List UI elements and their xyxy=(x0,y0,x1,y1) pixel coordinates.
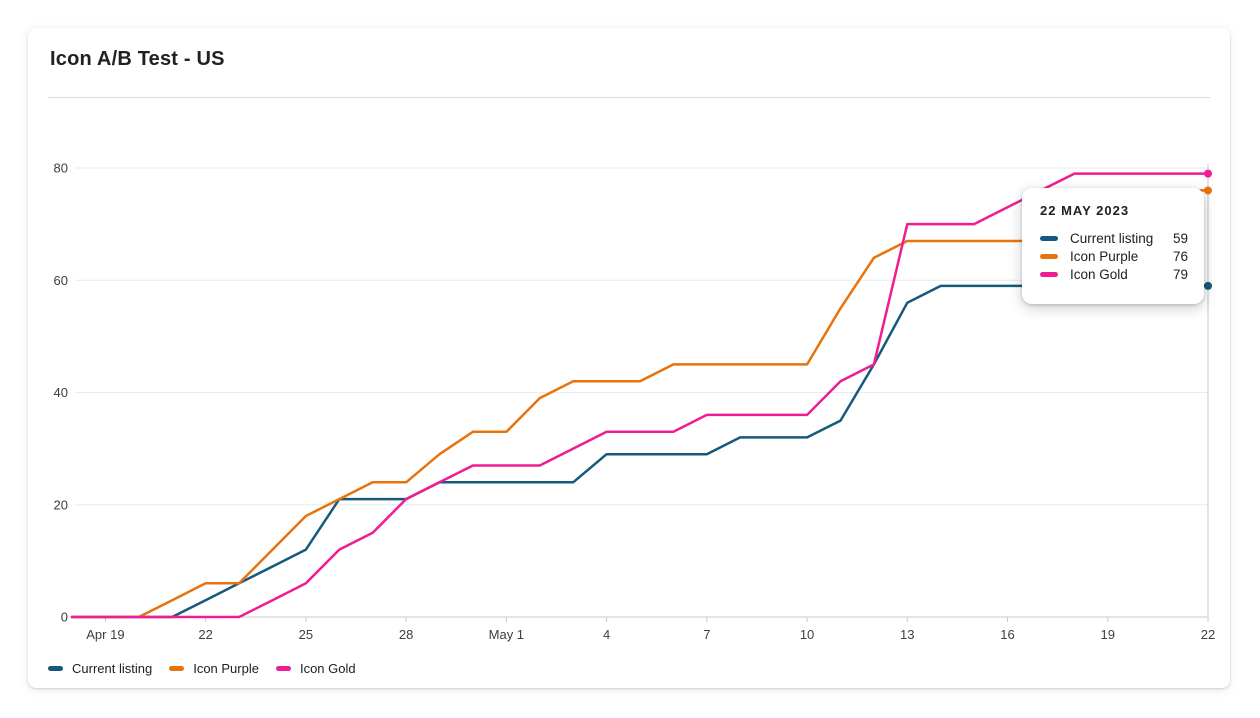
title-divider xyxy=(48,97,1210,98)
series-line-icon-purple xyxy=(70,189,1210,619)
x-tick-label: 19 xyxy=(1101,627,1115,642)
legend-item-icon-gold: Icon Gold xyxy=(275,661,356,676)
tooltip-series-value: 59 xyxy=(1172,230,1188,246)
y-tick-label: 20 xyxy=(54,497,68,512)
tooltip-series-label: Icon Gold xyxy=(1070,266,1128,282)
legend-item-icon-purple: Icon Purple xyxy=(169,661,259,676)
y-tick-label: 60 xyxy=(54,273,68,288)
icon-gold-dash-icon xyxy=(1040,271,1058,277)
x-tick-label: 28 xyxy=(399,627,413,642)
x-tick-label: 4 xyxy=(603,627,610,642)
series-line-icon-gold xyxy=(70,172,1210,619)
y-tick-label: 0 xyxy=(61,610,68,625)
x-tick-label: 22 xyxy=(198,627,212,642)
tooltip-series-value: 79 xyxy=(1172,266,1188,282)
page-title: Icon A/B Test - US xyxy=(50,48,225,70)
x-tick-label: 22 xyxy=(1201,627,1215,642)
y-tick-label: 80 xyxy=(54,161,68,176)
tooltip-date: 22 MAY 2023 xyxy=(1040,203,1130,218)
tooltip-series-label: Icon Purple xyxy=(1070,248,1139,264)
line-chart[interactable]: 0 20 40 60 80 Apr 19 22 25 28 May 1 4 7 10 13 16 19 22 xyxy=(28,28,1230,688)
chart-tooltip: 22 MAY 2023 Current listing 59 Icon Purp… xyxy=(1022,188,1204,304)
series-end-marker xyxy=(1204,169,1212,178)
legend-item-current-listing: Current listing xyxy=(48,661,152,676)
current-listing-dash-icon xyxy=(1040,235,1058,241)
icon-purple-dash-icon xyxy=(1040,253,1058,259)
tooltip-row: Current listing 59 xyxy=(1040,229,1188,247)
x-tick-label: 16 xyxy=(1000,627,1014,642)
legend-label: Icon Purple xyxy=(193,661,259,676)
x-tick-label: 25 xyxy=(299,627,313,642)
chart-card: Icon A/B Test - US 0 20 40 60 80 Apr 19 22 25 28… xyxy=(28,28,1230,688)
current-listing-dash-icon xyxy=(48,666,63,671)
tooltip-series-value: 76 xyxy=(1172,248,1188,264)
series-end-marker xyxy=(1204,186,1212,195)
series-end-marker xyxy=(1204,281,1212,290)
x-tick-label: 7 xyxy=(703,627,710,642)
icon-gold-dash-icon xyxy=(275,666,291,671)
series-line-current-listing xyxy=(70,284,1210,619)
tooltip-row: Icon Purple 76 xyxy=(1040,247,1188,265)
legend-label: Current listing xyxy=(72,661,153,676)
tooltip-row: Icon Gold 79 xyxy=(1040,265,1188,283)
x-tick-label: May 1 xyxy=(489,627,524,642)
y-tick-label: 40 xyxy=(54,385,68,400)
legend-label: Icon Gold xyxy=(299,661,356,676)
tooltip-series-label: Current listing xyxy=(1070,230,1154,246)
x-tick-label: 13 xyxy=(900,627,914,642)
x-tick-label: 10 xyxy=(800,627,814,642)
x-tick-label: Apr 19 xyxy=(86,627,124,642)
icon-purple-dash-icon xyxy=(169,666,185,671)
chart-legend: Current listing Icon Purple Icon Gold xyxy=(48,661,373,676)
